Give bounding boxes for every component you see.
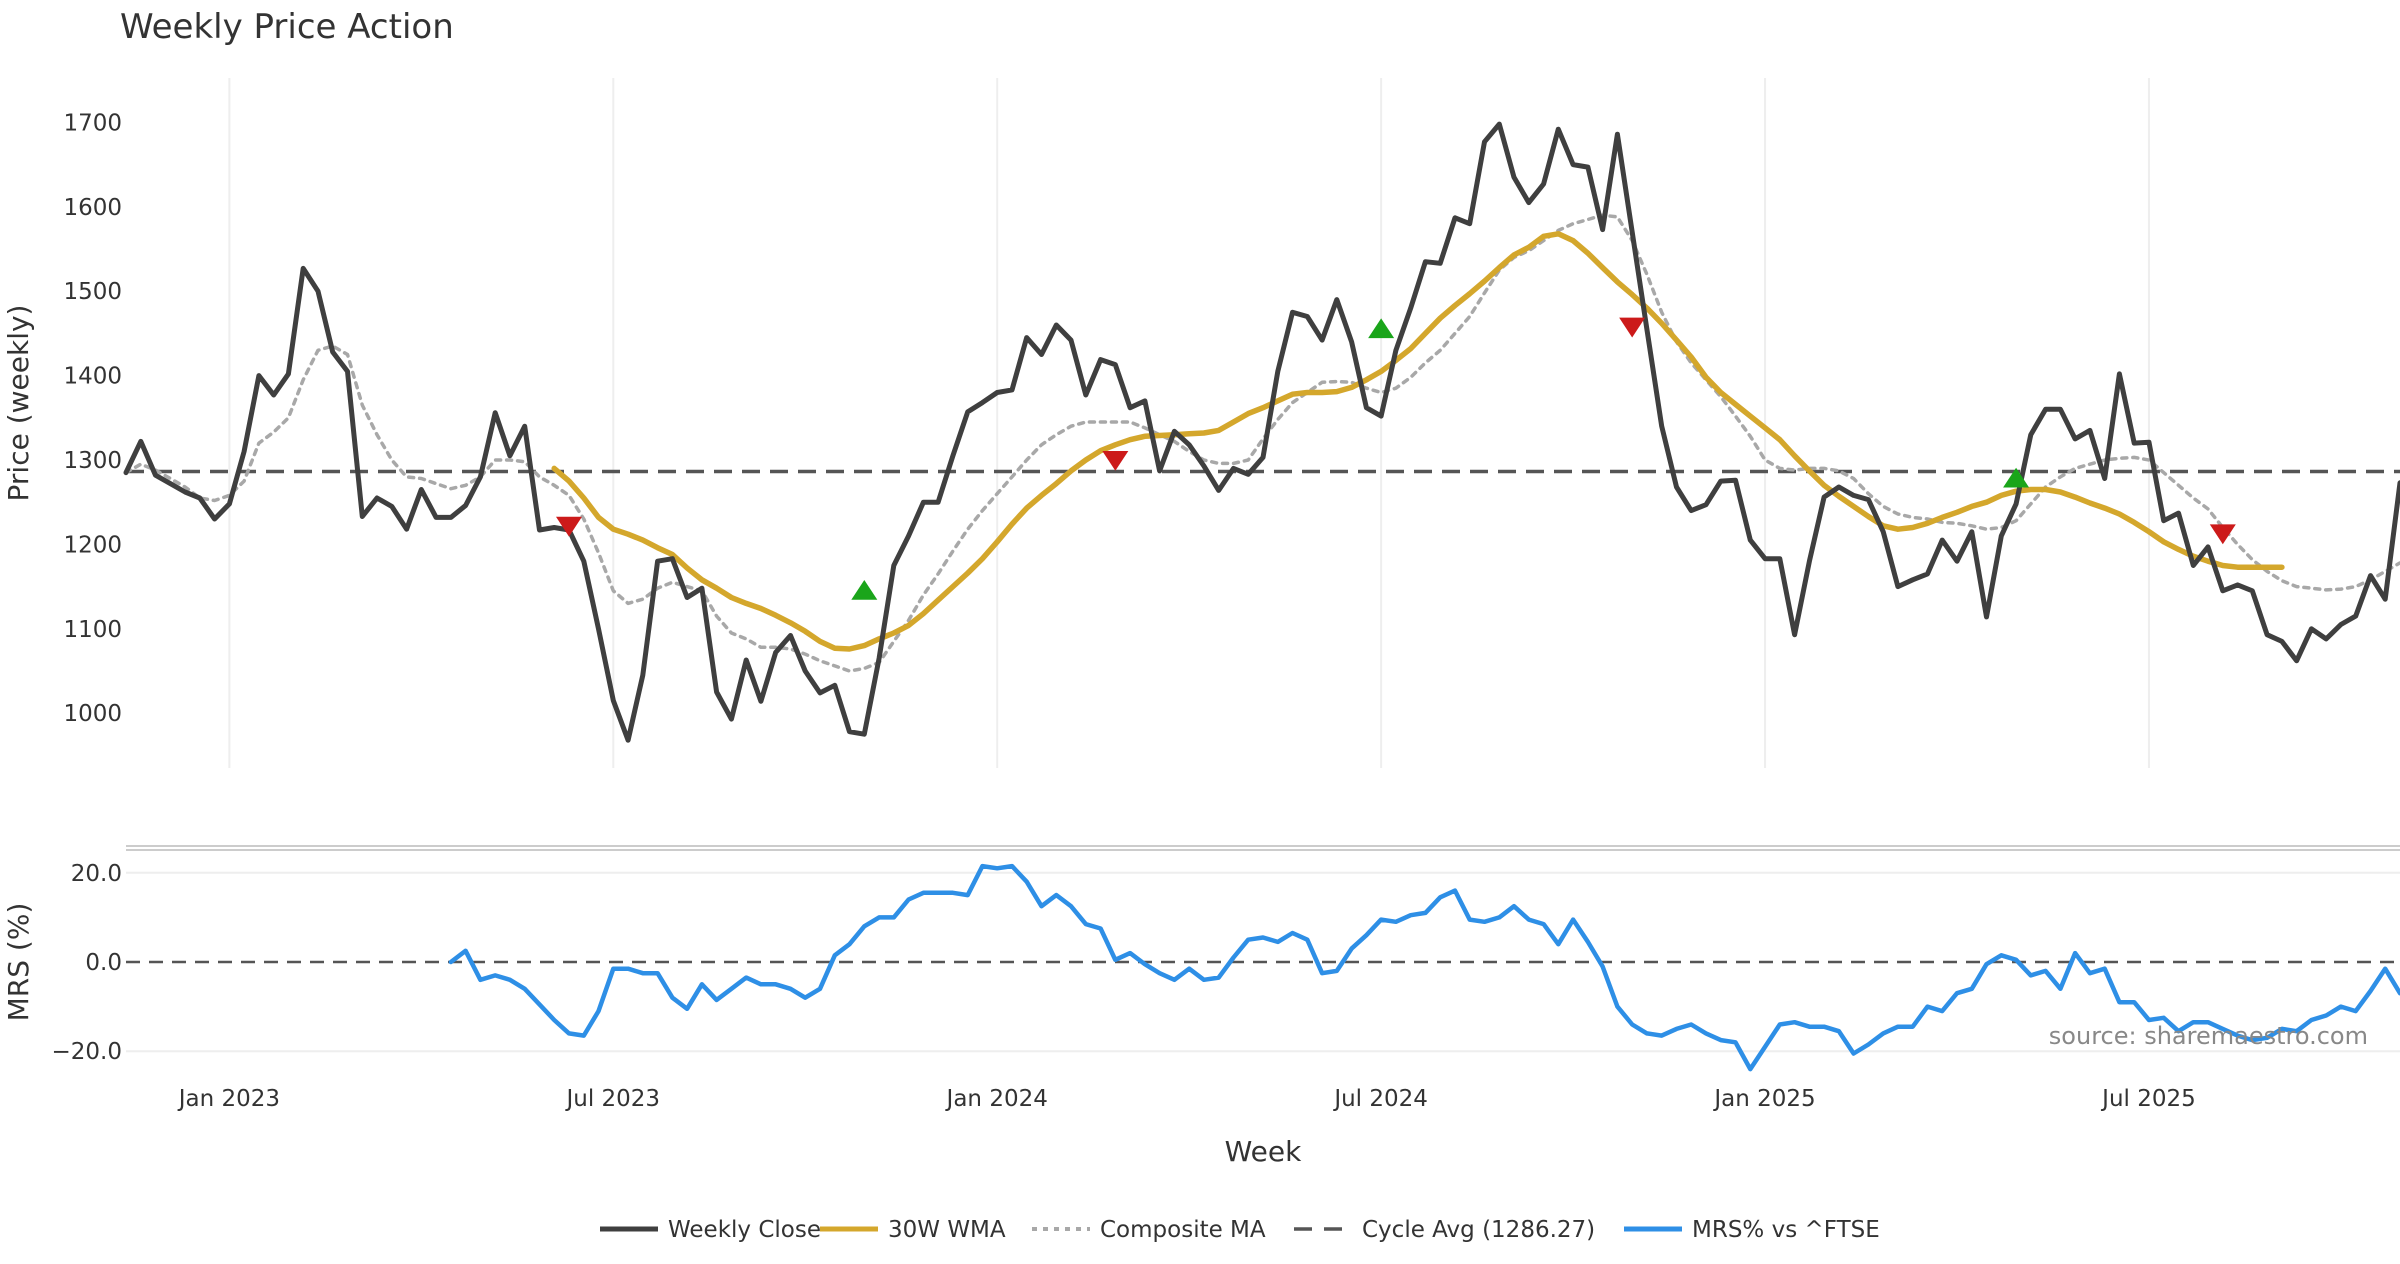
price-y-tick-1600: 1600 — [63, 195, 122, 221]
legend-item-cycle-avg-1286-27: Cycle Avg (1286.27) — [1294, 1217, 1595, 1243]
legend-label-composite-ma: Composite MA — [1100, 1217, 1266, 1243]
price-y-tick-1000: 1000 — [63, 701, 122, 727]
legend-item-30w-wma: 30W WMA — [820, 1217, 1006, 1243]
sell-signal-5 — [1619, 317, 1646, 338]
buy-signal-4 — [1368, 318, 1395, 339]
mrs-y-ticks: −20.0 0.0 20.0 — [52, 861, 122, 1065]
x-tick-jul-2025: Jul 2025 — [2100, 1086, 2196, 1112]
x-tick-jul-2024: Jul 2024 — [1332, 1086, 1428, 1112]
chart-title: Weekly Price Action — [120, 7, 454, 47]
x-tick-jul-2023: Jul 2023 — [564, 1086, 660, 1112]
legend: Weekly Close 30W WMA Composite MA Cycle Avg… — [600, 1217, 1880, 1243]
price-y-tick-1500: 1500 — [63, 279, 122, 305]
price-y-ticks: 1000 1100 1200 1300 1400 1500 1600 1700 — [63, 110, 122, 727]
legend-label-cycle-avg-1286-27: Cycle Avg (1286.27) — [1362, 1217, 1595, 1243]
source-note: source: sharemaestro.com — [2049, 1022, 2368, 1050]
price-y-tick-1300: 1300 — [63, 448, 122, 474]
x-tick-jan-2023: Jan 2023 — [177, 1086, 280, 1112]
legend-item-mrs-vs-ftse: MRS% vs ^FTSE — [1624, 1217, 1880, 1243]
mrs-gridlines — [126, 845, 2400, 1053]
legend-label-30w-wma: 30W WMA — [888, 1217, 1006, 1243]
sell-signal-3 — [1102, 450, 1129, 471]
x-tick-jan-2024: Jan 2024 — [945, 1086, 1048, 1112]
mrs-y-tick-20-0: 20.0 — [71, 861, 122, 887]
legend-item-weekly-close: Weekly Close — [600, 1217, 821, 1243]
price-gridlines — [228, 78, 2150, 768]
x-tick-jan-2025: Jan 2025 — [1712, 1086, 1815, 1112]
price-plot-area — [123, 121, 2400, 743]
mrs-y-tick-0-0: 0.0 — [85, 950, 122, 976]
price-y-tick-1400: 1400 — [63, 364, 122, 390]
mrs-y-tick-20-0: −20.0 — [52, 1039, 122, 1065]
series-30w-wma — [551, 231, 2285, 652]
price-y-tick-1700: 1700 — [63, 110, 122, 136]
price-y-tick-1200: 1200 — [63, 532, 122, 558]
price-y-axis-title: Price (weekly) — [2, 305, 35, 502]
x-axis-title: Week — [1225, 1135, 1302, 1168]
series-weekly-close — [123, 121, 2400, 743]
mrs-y-axis-title: MRS (%) — [2, 903, 35, 1022]
series-composite-ma — [124, 213, 2400, 673]
legend-label-mrs-vs-ftse: MRS% vs ^FTSE — [1692, 1217, 1880, 1243]
sell-signal-7 — [2209, 524, 2236, 545]
x-tick-labels: Jan 2023 Jul 2023 Jan 2024 Jul 2024 Jan 2025… — [177, 1086, 2196, 1112]
series-mrs-vs-ftse — [448, 863, 2400, 1072]
legend-label-weekly-close: Weekly Close — [668, 1217, 821, 1243]
legend-item-composite-ma: Composite MA — [1032, 1217, 1266, 1243]
buy-signal-2 — [851, 579, 878, 600]
mrs-plot-area — [126, 863, 2400, 1072]
price-y-tick-1100: 1100 — [63, 617, 122, 643]
sell-signal-1 — [555, 516, 582, 537]
buy-signal-6 — [2003, 467, 2030, 488]
